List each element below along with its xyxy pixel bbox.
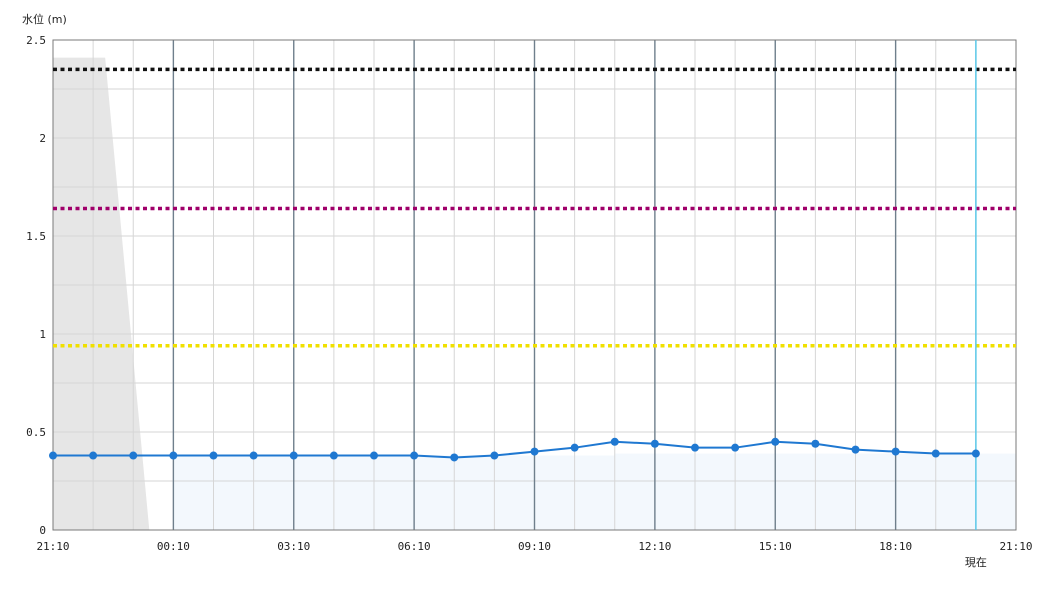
data-point: [209, 451, 218, 460]
x-tick-label: 00:10: [157, 540, 190, 553]
x-tick-label: 06:10: [398, 540, 431, 553]
data-point: [971, 449, 980, 458]
data-point: [49, 451, 57, 460]
y-tick-label: 2.5: [26, 34, 46, 47]
data-point: [410, 451, 419, 460]
data-point: [931, 449, 940, 458]
y-tick-label: 0: [39, 524, 46, 537]
y-tick-label: 1: [39, 328, 46, 341]
data-point: [891, 447, 900, 456]
data-point: [691, 443, 699, 452]
y-tick-label: 0.5: [26, 426, 46, 439]
data-point: [450, 453, 459, 462]
x-tick-label: 09:10: [518, 540, 551, 553]
data-point: [249, 451, 258, 460]
data-point: [811, 439, 820, 448]
data-point: [289, 451, 298, 460]
series-line: [53, 440, 976, 459]
data-point: [89, 451, 98, 460]
data-point: [129, 451, 138, 460]
missing-data-area: [53, 57, 150, 530]
plot-border: [52, 39, 1017, 531]
data-point: [570, 443, 579, 452]
y-tick-label: 2: [39, 132, 46, 145]
data-point: [771, 437, 780, 446]
data-point: [650, 439, 659, 448]
y-axis-label: 水位 (m): [22, 12, 67, 26]
x-tick-label: 21:10: [36, 540, 69, 553]
y-tick-label: 1.5: [26, 230, 46, 243]
now-label: 現在: [965, 556, 987, 569]
data-point: [610, 437, 619, 446]
x-tick-label: 03:10: [277, 540, 310, 553]
data-point: [530, 447, 539, 456]
x-tick-label: 12:10: [638, 540, 671, 553]
data-point: [851, 445, 860, 454]
data-point: [329, 451, 338, 460]
data-point: [169, 451, 178, 460]
data-point: [490, 451, 499, 460]
shaded-area: [173, 455, 615, 530]
x-tick-label: 15:10: [759, 540, 792, 553]
x-tick-label: 18:10: [879, 540, 912, 553]
x-tick-label: 21:10: [999, 540, 1032, 553]
data-point: [731, 443, 740, 452]
data-point: [370, 451, 378, 460]
